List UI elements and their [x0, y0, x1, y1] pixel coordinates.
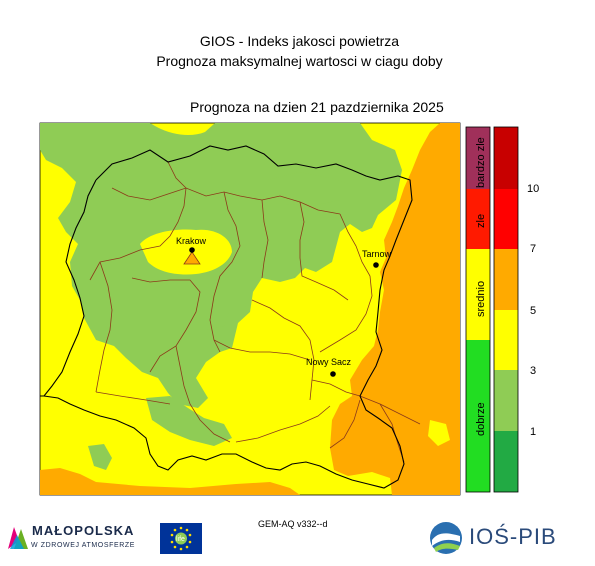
eu-flag-text: life [176, 536, 185, 543]
legend-label-zle: zle [475, 214, 487, 228]
band-1 [494, 127, 518, 189]
eu-life-flag-icon: life [160, 523, 202, 554]
city-tarnow[interactable]: Tarnow [362, 249, 392, 268]
model-version-label: GEM-AQ v332--d [258, 519, 328, 529]
region-outline [40, 145, 413, 489]
krakow-moderate-zone [140, 229, 232, 275]
legend-bardzo-zle [466, 127, 490, 189]
tick-10: 10 [527, 183, 539, 195]
ios-pib-name: IOŚ-PIB [469, 524, 557, 549]
band-6 [494, 431, 518, 492]
legend-label-srednio: srednio [475, 281, 487, 317]
nowy-sacz-point [330, 371, 336, 377]
tarnow-point [373, 262, 379, 268]
forecast-date: Prognoza na dzien 21 pazdziernika 2025 [190, 99, 444, 115]
band-2 [494, 189, 518, 249]
map-subtitle: Prognoza maksymalnej wartosci w ciagu do… [156, 53, 443, 69]
legend-srednio [466, 249, 490, 340]
legend-zle [466, 189, 490, 249]
legend-label-bardzo-zle: bardzo zle [475, 137, 487, 188]
malopolska-name: MAŁOPOLSKA [32, 523, 135, 538]
city-label-krakow: Krakow [176, 236, 207, 246]
malopolska-logo-icon [8, 527, 28, 549]
city-krakow[interactable]: Krakow [176, 236, 207, 265]
warning-triangle-icon [183, 251, 201, 265]
band-4 [494, 310, 518, 370]
city-nowy-sacz[interactable]: Nowy Sacz [306, 357, 352, 377]
index-colorbar: 10 7 5 3 1 [493, 126, 539, 493]
map-title: GIOS - Indeks jakosci powietrza [199, 33, 400, 49]
legend-label-dobrze: dobrze [475, 402, 487, 436]
tick-5: 5 [530, 305, 536, 317]
krakow-point [189, 247, 195, 253]
band-3 [494, 249, 518, 310]
city-label-tarnow: Tarnow [362, 249, 392, 259]
legend-dobrze [466, 340, 490, 492]
malopolska-tagline: W ZDROWEJ ATMOSFERZE [31, 542, 136, 549]
band-5 [494, 370, 518, 431]
tick-7: 7 [530, 243, 536, 255]
tick-1: 1 [530, 426, 536, 438]
ios-pib-logo-icon [430, 522, 462, 554]
city-label-nowy-sacz: Nowy Sacz [306, 357, 352, 367]
category-legend: bardzo zle zle srednio dobrze [465, 126, 491, 493]
tick-3: 3 [530, 365, 536, 377]
